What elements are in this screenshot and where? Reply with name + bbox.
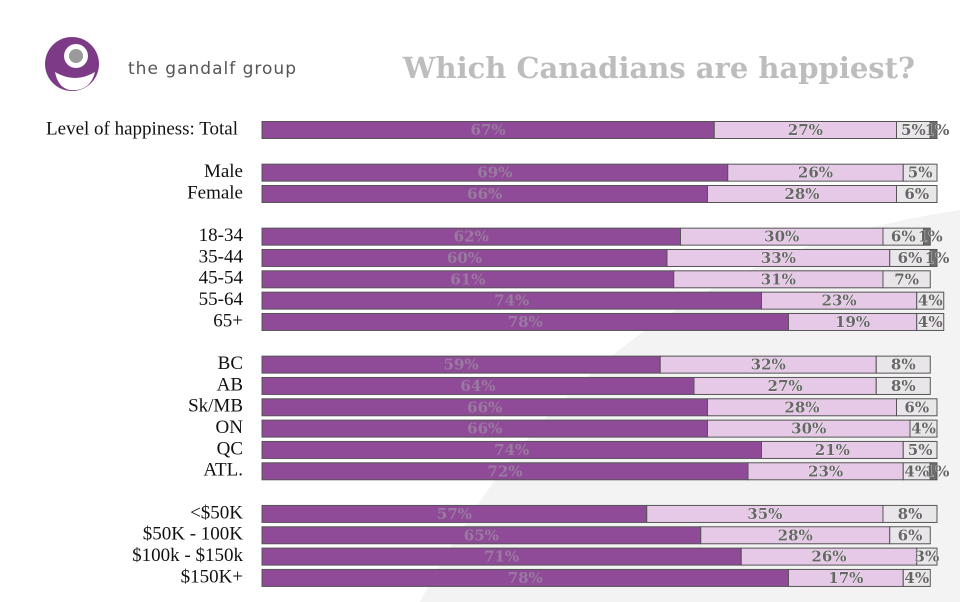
category-label: Female <box>187 182 243 203</box>
category-label: 35-44 <box>199 246 244 267</box>
value-label: 1% <box>925 121 950 139</box>
value-label: 66% <box>467 398 502 416</box>
category-label: ON <box>216 417 244 438</box>
value-label: 21% <box>815 441 850 459</box>
brand: the gandalf group <box>128 59 297 79</box>
value-label: 66% <box>467 420 502 438</box>
value-label: 4% <box>911 420 936 438</box>
value-label: 3% <box>915 548 940 566</box>
category-label: $100k - $150k <box>132 545 243 566</box>
value-label: 23% <box>822 292 857 310</box>
category-label: 45-54 <box>199 268 244 289</box>
value-label: 28% <box>784 185 819 203</box>
value-label: 5% <box>908 441 933 459</box>
value-label: 6% <box>898 526 923 544</box>
value-label: 62% <box>454 228 489 246</box>
value-label: 57% <box>437 505 472 523</box>
bar-segment <box>889 526 931 545</box>
value-label: 69% <box>477 164 512 182</box>
value-label: 23% <box>808 462 843 480</box>
value-label: 66% <box>467 185 502 203</box>
value-label: 74% <box>494 292 529 310</box>
value-label: 1% <box>925 462 950 480</box>
value-label: 35% <box>747 505 782 523</box>
value-label: 4% <box>918 292 943 310</box>
bar-segment <box>929 462 938 481</box>
value-label: 26% <box>798 164 833 182</box>
value-label: 74% <box>494 441 529 459</box>
value-label: 6% <box>904 398 929 416</box>
value-label: 17% <box>828 569 863 587</box>
value-label: 28% <box>778 526 813 544</box>
value-label: 6% <box>891 228 916 246</box>
bar-segment <box>875 355 931 374</box>
value-label: 61% <box>450 270 485 288</box>
category-label: $50K - 100K <box>143 524 244 545</box>
category-label: ATL. <box>203 460 243 481</box>
value-label: 5% <box>901 121 926 139</box>
chart-title: Which Canadians are happiest? <box>402 51 915 85</box>
bar-segment <box>902 568 931 587</box>
bar-segment <box>902 440 938 459</box>
value-label: 5% <box>908 164 933 182</box>
value-label: 72% <box>487 462 522 480</box>
value-label: 78% <box>508 569 543 587</box>
value-label: 4% <box>904 569 929 587</box>
category-label: <$50K <box>190 502 243 523</box>
bar-segment <box>916 291 945 310</box>
value-label: 33% <box>761 249 796 267</box>
value-label: 71% <box>484 548 519 566</box>
bar-segment <box>916 312 945 331</box>
bar-segment <box>916 547 938 566</box>
value-label: 67% <box>471 121 506 139</box>
value-label: 64% <box>460 377 495 395</box>
value-label: 19% <box>835 313 870 331</box>
category-label: Level of happiness: Total <box>46 118 238 139</box>
value-label: 65% <box>464 526 499 544</box>
bar-segment <box>902 163 938 182</box>
bar-segment <box>929 248 938 267</box>
value-label: 78% <box>508 313 543 331</box>
value-label: 32% <box>751 356 786 374</box>
value-label: 30% <box>764 228 799 246</box>
bar-segment <box>882 504 938 523</box>
bar-segment <box>929 121 938 139</box>
value-label: 8% <box>898 505 923 523</box>
value-label: 30% <box>791 420 826 438</box>
bar-segment <box>896 184 938 203</box>
value-label: 4% <box>918 313 943 331</box>
value-label: 6% <box>904 185 929 203</box>
value-label: 1% <box>925 249 950 267</box>
category-label: Male <box>204 161 243 182</box>
category-label: BC <box>218 353 243 374</box>
category-label: $150K+ <box>181 566 243 587</box>
category-label: 55-64 <box>199 289 244 310</box>
value-label: 60% <box>447 249 482 267</box>
value-label: 4% <box>904 462 929 480</box>
value-label: 27% <box>768 377 803 395</box>
bar-segment <box>896 398 938 417</box>
value-label: 31% <box>761 270 796 288</box>
bar-segment <box>875 376 931 395</box>
value-label: 28% <box>784 398 819 416</box>
bar-segment <box>882 270 931 289</box>
logo <box>45 37 99 91</box>
category-label: AB <box>217 374 243 395</box>
value-label: 1% <box>918 228 943 246</box>
bar-segment <box>923 227 931 246</box>
value-label: 6% <box>898 249 923 267</box>
value-label: 8% <box>891 356 916 374</box>
bar-segment <box>909 419 938 438</box>
value-label: 8% <box>891 377 916 395</box>
value-label: 7% <box>894 270 919 288</box>
category-label: Sk/MB <box>188 396 243 417</box>
value-label: 27% <box>788 121 823 139</box>
value-label: 26% <box>811 548 846 566</box>
category-label: 65+ <box>213 310 243 331</box>
category-label: 18-34 <box>199 225 244 246</box>
category-label: QC <box>217 438 243 459</box>
value-label: 59% <box>444 356 479 374</box>
